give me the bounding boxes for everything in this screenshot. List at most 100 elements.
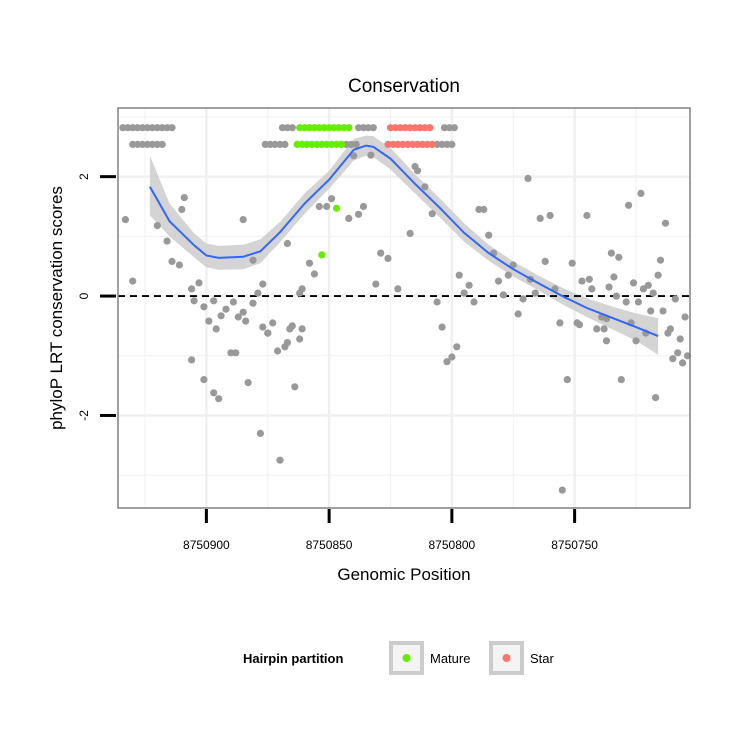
point-other xyxy=(242,317,250,325)
point-other xyxy=(212,325,220,333)
point-other xyxy=(634,298,643,306)
point-other xyxy=(470,298,478,306)
point-other xyxy=(514,310,522,318)
point-other xyxy=(259,323,267,331)
point-mature xyxy=(313,140,321,148)
point-other xyxy=(229,298,237,306)
point-other xyxy=(175,261,183,269)
point-other xyxy=(394,285,402,293)
point-other xyxy=(372,280,380,288)
point-other xyxy=(600,325,608,333)
point-other xyxy=(583,211,591,220)
point-other xyxy=(438,323,446,331)
point-other xyxy=(328,195,336,203)
point-other xyxy=(656,256,665,264)
point-other xyxy=(593,325,601,333)
point-other xyxy=(585,275,593,283)
point-other xyxy=(622,298,630,306)
point-other xyxy=(639,285,648,293)
point-other xyxy=(494,277,503,285)
point-other xyxy=(504,271,512,279)
point-other xyxy=(121,216,129,224)
point-other xyxy=(453,343,461,351)
point-other xyxy=(359,202,368,211)
point-other xyxy=(352,140,360,148)
point-other xyxy=(190,297,198,305)
legend-swatch-star xyxy=(502,654,511,662)
point-other xyxy=(232,349,240,357)
point-other xyxy=(541,257,549,265)
data-points xyxy=(119,124,692,494)
point-other xyxy=(367,151,375,159)
point-other xyxy=(256,429,264,437)
point-star xyxy=(411,124,419,132)
point-other xyxy=(625,201,633,209)
point-other xyxy=(455,271,463,279)
point-other xyxy=(276,456,284,464)
point-other xyxy=(217,312,225,320)
point-other xyxy=(195,279,203,287)
point-other xyxy=(460,289,468,297)
point-other xyxy=(249,299,257,307)
point-other xyxy=(298,325,306,333)
point-other xyxy=(649,289,657,297)
point-other xyxy=(377,249,385,257)
point-star xyxy=(426,124,434,132)
point-other xyxy=(288,124,296,132)
point-other xyxy=(222,305,230,313)
point-other xyxy=(406,229,414,237)
point-other xyxy=(305,259,314,267)
smooth-confidence-band xyxy=(149,135,659,355)
point-other xyxy=(615,253,623,261)
legend-title: Hairpin partition xyxy=(243,651,343,666)
legend-label-star: Star xyxy=(530,651,555,666)
point-other xyxy=(602,337,611,345)
point-other xyxy=(465,281,473,289)
confidence-band xyxy=(149,135,659,355)
point-mature xyxy=(335,124,343,132)
point-other xyxy=(605,283,613,291)
point-other xyxy=(681,313,689,321)
point-other xyxy=(296,335,304,343)
point-other xyxy=(485,231,493,239)
point-other xyxy=(345,214,353,222)
point-other xyxy=(138,124,147,132)
x-tick-label: 8750800 xyxy=(429,538,476,552)
point-other xyxy=(274,347,282,355)
axes: 8750900 8750850 8750800 8750750 -2 0 2 xyxy=(77,173,598,552)
point-other xyxy=(384,254,392,262)
point-other xyxy=(244,379,252,387)
point-other xyxy=(659,307,667,315)
point-other xyxy=(259,280,267,288)
point-other xyxy=(669,355,677,363)
point-other xyxy=(234,313,242,321)
point-other xyxy=(450,124,458,132)
point-other xyxy=(588,285,596,293)
point-mature xyxy=(332,204,341,212)
point-other xyxy=(210,297,218,305)
x-axis-title: Genomic Position xyxy=(337,565,470,584)
point-other xyxy=(676,335,684,343)
point-other xyxy=(578,277,586,285)
point-other xyxy=(647,307,655,315)
point-other xyxy=(350,152,358,160)
point-other xyxy=(509,261,517,269)
point-other xyxy=(298,285,306,293)
point-other xyxy=(524,174,532,182)
legend-swatch-mature xyxy=(402,654,411,662)
point-other xyxy=(239,216,247,224)
point-other xyxy=(629,279,638,287)
point-other xyxy=(178,205,186,214)
point-other xyxy=(428,210,436,218)
point-other xyxy=(168,124,176,132)
point-other xyxy=(664,329,672,337)
point-other xyxy=(568,259,576,267)
point-other xyxy=(499,291,507,299)
point-mature xyxy=(345,124,353,132)
point-star xyxy=(384,140,392,148)
point-other xyxy=(188,285,196,293)
point-other xyxy=(563,376,571,384)
point-other xyxy=(480,205,488,214)
point-other xyxy=(355,210,363,218)
point-other xyxy=(610,273,618,281)
